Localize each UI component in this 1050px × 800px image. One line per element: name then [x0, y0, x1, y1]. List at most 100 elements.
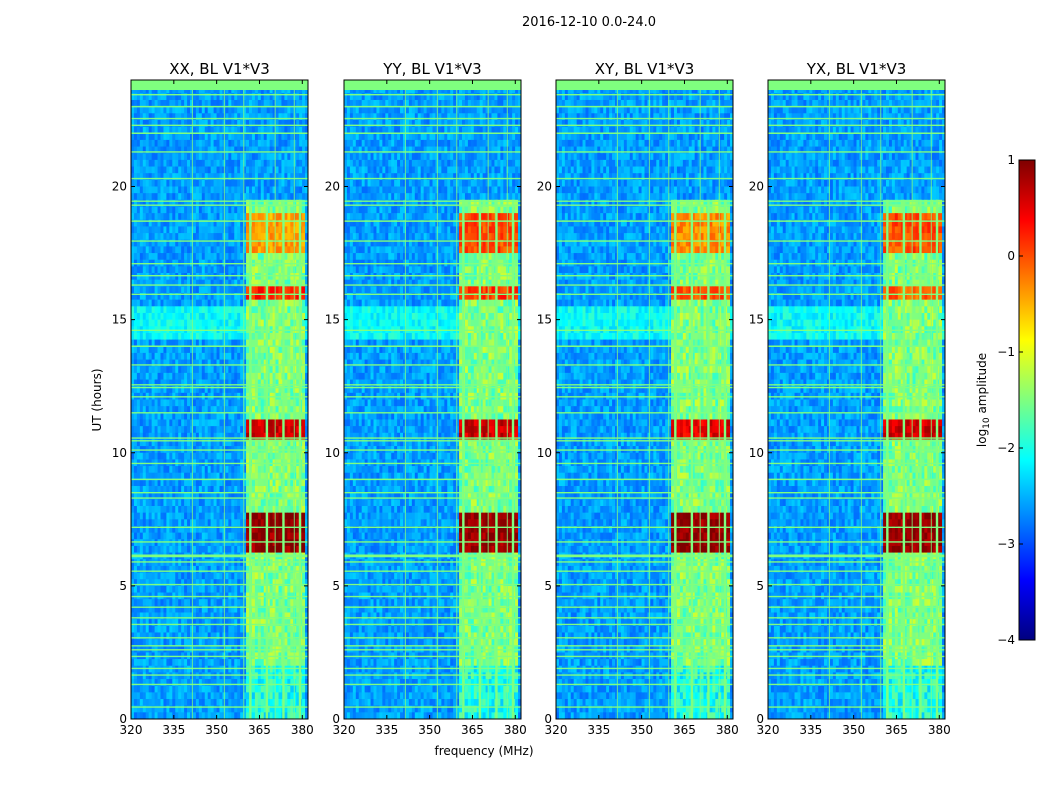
heatmap-cell	[145, 612, 150, 620]
heatmap-cell	[139, 432, 144, 440]
heatmap-cell	[296, 625, 300, 633]
heatmap-cell	[136, 439, 141, 447]
heatmap-cell	[195, 279, 200, 287]
heatmap-cell	[145, 406, 150, 414]
heatmap-cell	[278, 486, 282, 494]
heatmap-cell	[257, 99, 262, 108]
heatmap-cell	[296, 399, 300, 407]
heatmap-cell	[278, 512, 282, 520]
heatmap-cell	[210, 233, 214, 241]
heatmap-cell	[142, 492, 147, 500]
heatmap-cell	[192, 466, 197, 474]
heatmap-cell	[181, 246, 185, 254]
heatmap-cell	[296, 472, 300, 480]
heatmap-cell	[142, 346, 147, 354]
heatmap-cell	[133, 605, 138, 613]
heatmap-cell	[246, 206, 250, 214]
heatmap-cell	[163, 239, 167, 247]
heatmap-cell	[133, 625, 138, 633]
heatmap-cell	[198, 119, 203, 127]
heatmap-cell	[225, 219, 229, 227]
heatmap-cell	[257, 273, 262, 281]
heatmap-cell	[272, 113, 276, 121]
heatmap-cell	[136, 273, 141, 281]
heatmap-cell	[296, 219, 300, 227]
heatmap-cell	[195, 133, 200, 141]
heatmap-cell	[204, 233, 209, 241]
heatmap-cell	[157, 99, 161, 108]
heatmap-cell	[169, 599, 173, 607]
heatmap-cell	[213, 273, 217, 281]
heatmap-cell	[266, 253, 271, 261]
heatmap-cell	[139, 273, 144, 281]
heatmap-cell	[190, 99, 194, 108]
heatmap-cell	[296, 206, 300, 214]
heatmap-cell	[216, 472, 220, 480]
heatmap-cell	[166, 532, 170, 540]
heatmap-cell	[195, 219, 200, 227]
heatmap-cell	[181, 139, 185, 147]
heatmap-cell	[175, 233, 179, 241]
heatmap-cell	[234, 525, 238, 534]
heatmap-cell	[204, 153, 209, 161]
heatmap-cell	[166, 386, 170, 394]
heatmap-cell	[192, 565, 197, 573]
heatmap-cell	[237, 339, 241, 347]
heatmap-cell	[243, 153, 247, 161]
heatmap-cell	[175, 346, 179, 354]
heatmap-cell	[166, 312, 170, 321]
heatmap-cell	[287, 472, 291, 480]
heatmap-cell	[213, 599, 217, 607]
heatmap-cell	[139, 372, 144, 380]
heatmap-cell	[163, 366, 167, 374]
heatmap-cell	[204, 599, 209, 607]
heatmap-cell	[251, 239, 256, 247]
heatmap-cell	[166, 139, 170, 147]
heatmap-cell	[243, 179, 247, 187]
heatmap-cell	[240, 432, 244, 440]
heatmap-cell	[296, 239, 300, 247]
heatmap-cell	[225, 113, 229, 121]
heatmap-cell	[178, 299, 182, 307]
heatmap-cell	[263, 299, 268, 307]
heatmap-cell	[296, 532, 300, 540]
heatmap-cell	[184, 572, 188, 580]
heatmap-cell	[266, 532, 271, 540]
heatmap-cell	[204, 559, 209, 567]
heatmap-cell	[237, 133, 241, 141]
heatmap-cell	[204, 539, 209, 547]
heatmap-cell	[148, 93, 153, 101]
heatmap-cell	[302, 599, 306, 607]
heatmap-cell	[148, 486, 153, 494]
heatmap-cell	[287, 293, 291, 301]
heatmap-cell	[192, 372, 197, 380]
heatmap-cell	[281, 186, 285, 194]
heatmap-cell	[293, 199, 297, 207]
heatmap-cell	[213, 166, 217, 174]
heatmap-cell	[216, 439, 220, 447]
heatmap-cell	[287, 159, 291, 167]
heatmap-cell	[151, 293, 155, 301]
heatmap-cell	[278, 146, 282, 154]
heatmap-cell	[136, 386, 141, 394]
heatmap-cell	[210, 539, 214, 547]
heatmap-cell	[260, 539, 265, 547]
heatmap-cell	[151, 525, 155, 534]
heatmap-cell	[260, 113, 265, 121]
heatmap-cell	[213, 226, 217, 234]
heatmap-cell	[139, 506, 144, 514]
heatmap-cell	[219, 153, 223, 161]
heatmap-cell	[169, 565, 173, 573]
heatmap-cell	[269, 492, 273, 500]
heatmap-cell	[234, 99, 238, 108]
heatmap-cell	[287, 399, 291, 407]
heatmap-cell	[163, 579, 167, 587]
heatmap-cell	[190, 346, 194, 354]
heatmap-cell	[257, 506, 262, 514]
heatmap-cell	[257, 266, 262, 274]
heatmap-cell	[293, 512, 297, 520]
heatmap-cell	[204, 106, 209, 114]
heatmap-cell	[169, 426, 173, 434]
heatmap-cell	[243, 346, 247, 354]
heatmap-cell	[287, 239, 291, 247]
